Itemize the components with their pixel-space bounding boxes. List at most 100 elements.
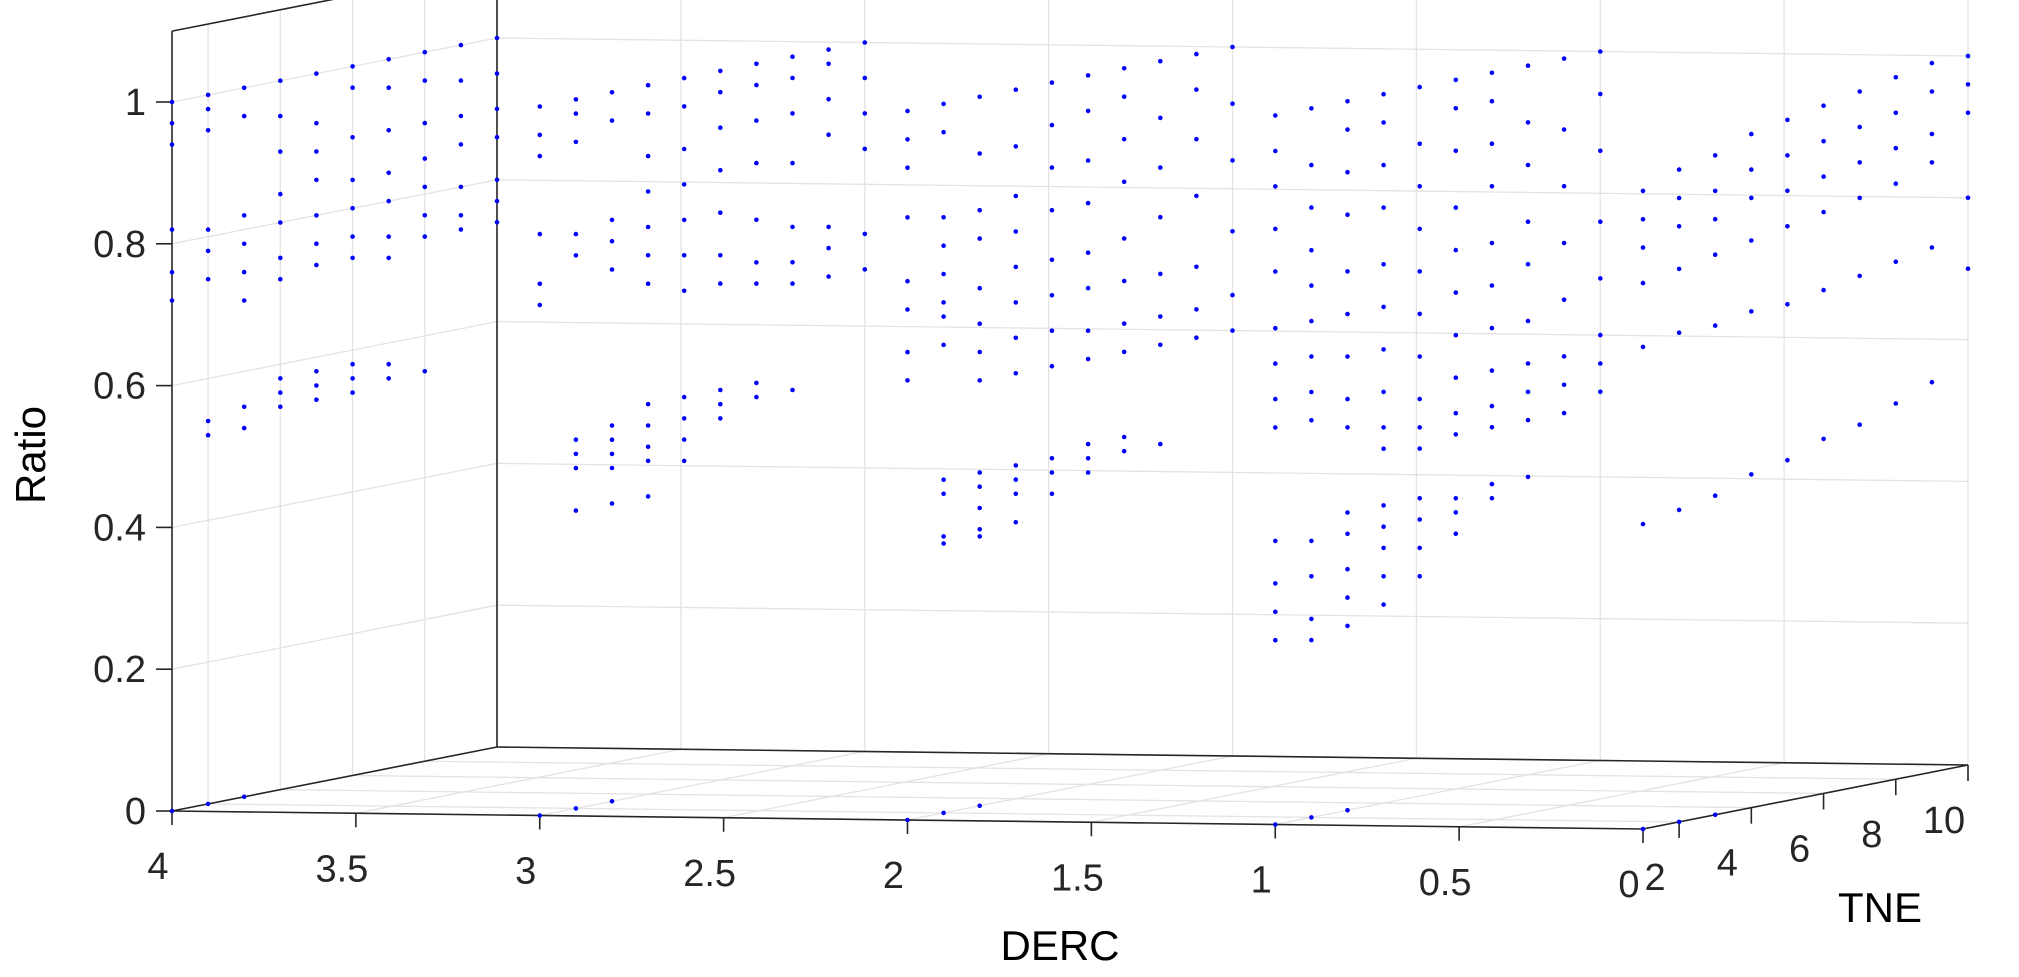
data-point	[1676, 819, 1682, 825]
data-point	[1158, 214, 1163, 220]
data-point	[458, 184, 464, 190]
data-point	[905, 108, 910, 114]
data-point	[314, 241, 319, 246]
data-point	[350, 177, 355, 183]
data-point	[977, 505, 982, 511]
data-point	[1121, 448, 1127, 454]
data-point	[941, 314, 946, 319]
data-point	[1309, 205, 1314, 210]
data-point	[1640, 521, 1646, 527]
box-edge	[171, 746, 498, 812]
data-point	[1821, 287, 1826, 293]
data-point	[609, 465, 615, 471]
data-point	[573, 111, 579, 116]
data-point	[1417, 84, 1422, 90]
data-point	[754, 82, 759, 88]
data-point	[1417, 574, 1422, 579]
data-point	[941, 477, 946, 483]
data-point	[1857, 422, 1862, 428]
data-point	[350, 135, 355, 140]
data-point	[241, 241, 247, 247]
data-point	[1929, 245, 1935, 250]
axes	[156, 0, 1969, 843]
data-point	[494, 177, 500, 183]
data-point	[1309, 247, 1314, 253]
data-point	[1453, 290, 1459, 295]
data-point	[1345, 623, 1350, 629]
data-point	[1453, 432, 1459, 437]
data-point	[350, 376, 355, 381]
data-point	[573, 465, 579, 471]
data-point	[169, 269, 175, 275]
data-point	[278, 78, 283, 83]
data-point	[1598, 276, 1603, 281]
data-point	[1013, 229, 1019, 234]
floor-grid-line	[1275, 759, 1601, 826]
data-point	[1345, 595, 1350, 600]
side-wall-grid-line	[171, 320, 498, 387]
data-point	[1230, 44, 1235, 50]
data-point	[1712, 216, 1718, 222]
x-tick-label: 3	[515, 851, 536, 893]
data-point	[1345, 396, 1350, 402]
data-point	[1525, 389, 1531, 395]
data-point	[1085, 441, 1091, 447]
data-point	[278, 376, 283, 381]
data-point	[754, 394, 759, 400]
data-point	[1489, 481, 1495, 487]
data-point	[1821, 174, 1826, 179]
data-point	[1049, 80, 1055, 85]
box-edge	[171, 0, 335, 32]
data-point	[1893, 145, 1899, 151]
data-point	[754, 61, 759, 67]
data-point	[1453, 375, 1459, 381]
x-tick-label: 1.5	[1051, 857, 1104, 899]
data-point	[169, 227, 175, 232]
side-wall-grid-line	[171, 462, 498, 529]
data-point	[350, 64, 355, 69]
data-point	[1158, 271, 1163, 277]
data-point	[314, 120, 319, 126]
data-point	[1598, 148, 1603, 154]
data-point	[1381, 304, 1386, 310]
data-point	[1821, 103, 1826, 108]
data-point	[1121, 236, 1127, 241]
data-point	[169, 142, 175, 147]
data-point	[386, 234, 392, 239]
data-point	[494, 106, 500, 112]
data-point	[1598, 219, 1603, 224]
data-point	[1158, 165, 1163, 170]
data-point	[1712, 153, 1718, 158]
data-point	[718, 167, 723, 173]
data-point	[537, 302, 543, 308]
data-point	[1525, 474, 1531, 480]
data-point	[1676, 224, 1682, 229]
side-wall-grid-line	[171, 604, 498, 670]
data-point	[278, 404, 283, 410]
x-tick-label: 0.5	[1419, 862, 1472, 904]
data-point	[573, 253, 579, 258]
data-point	[1417, 184, 1422, 189]
data-point	[645, 444, 651, 450]
data-point	[1121, 278, 1127, 284]
data-point	[977, 527, 982, 532]
data-point	[1893, 259, 1899, 265]
data-point	[1453, 106, 1459, 111]
data-point	[1417, 141, 1422, 147]
data-point	[905, 165, 910, 170]
data-point	[1273, 148, 1278, 154]
data-point	[350, 234, 355, 239]
data-point	[977, 349, 982, 355]
data-point	[1525, 162, 1531, 168]
data-point	[1525, 361, 1531, 366]
data-point	[1345, 531, 1350, 537]
data-point	[278, 113, 283, 119]
data-point	[941, 541, 946, 546]
floor-grid-line	[539, 750, 865, 817]
data-point	[1489, 495, 1495, 501]
data-point	[350, 205, 355, 211]
data-point	[1381, 389, 1386, 395]
z-tick-label: 1	[125, 82, 146, 124]
data-point	[1712, 493, 1718, 499]
data-point	[1013, 193, 1019, 199]
